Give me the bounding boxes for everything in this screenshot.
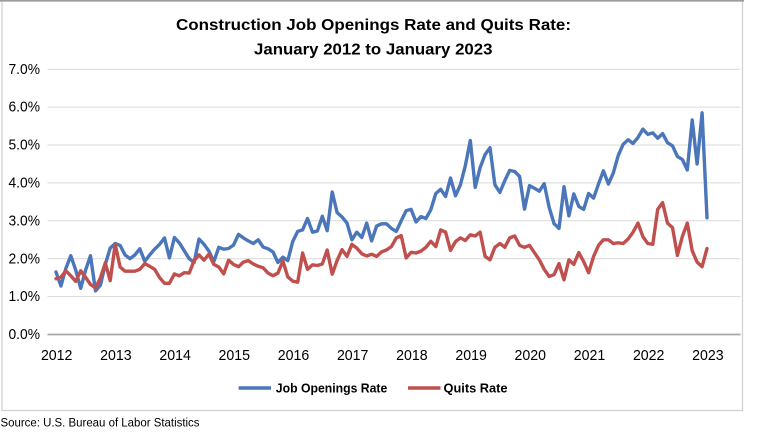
svg-text:7.0%: 7.0% bbox=[9, 61, 41, 78]
svg-text:2022: 2022 bbox=[633, 347, 665, 364]
svg-text:2015: 2015 bbox=[219, 347, 251, 364]
svg-text:3.0%: 3.0% bbox=[9, 212, 41, 229]
svg-text:2019: 2019 bbox=[455, 347, 487, 364]
svg-text:2016: 2016 bbox=[278, 347, 310, 364]
svg-text:January 2012 to January 2023: January 2012 to January 2023 bbox=[254, 41, 493, 58]
svg-text:4.0%: 4.0% bbox=[9, 175, 41, 192]
svg-text:2020: 2020 bbox=[515, 347, 547, 364]
svg-text:2.0%: 2.0% bbox=[9, 250, 41, 267]
svg-text:2018: 2018 bbox=[396, 347, 428, 364]
svg-text:Construction Job Openings Rate: Construction Job Openings Rate and Quits… bbox=[176, 17, 571, 34]
svg-text:2012: 2012 bbox=[41, 347, 73, 364]
svg-text:2013: 2013 bbox=[100, 347, 132, 364]
svg-text:0.0%: 0.0% bbox=[9, 326, 41, 343]
svg-text:1.0%: 1.0% bbox=[9, 288, 41, 305]
svg-text:6.0%: 6.0% bbox=[9, 99, 41, 116]
svg-text:2017: 2017 bbox=[337, 347, 369, 364]
svg-text:Quits Rate: Quits Rate bbox=[444, 381, 508, 396]
svg-text:2023: 2023 bbox=[692, 347, 724, 364]
svg-text:Job Openings Rate: Job Openings Rate bbox=[276, 381, 388, 396]
svg-text:5.0%: 5.0% bbox=[9, 137, 41, 154]
svg-text:2021: 2021 bbox=[574, 347, 606, 364]
svg-text:Source: U.S. Bureau of Labor S: Source: U.S. Bureau of Labor Statistics bbox=[1, 416, 200, 430]
svg-text:2014: 2014 bbox=[159, 347, 191, 364]
